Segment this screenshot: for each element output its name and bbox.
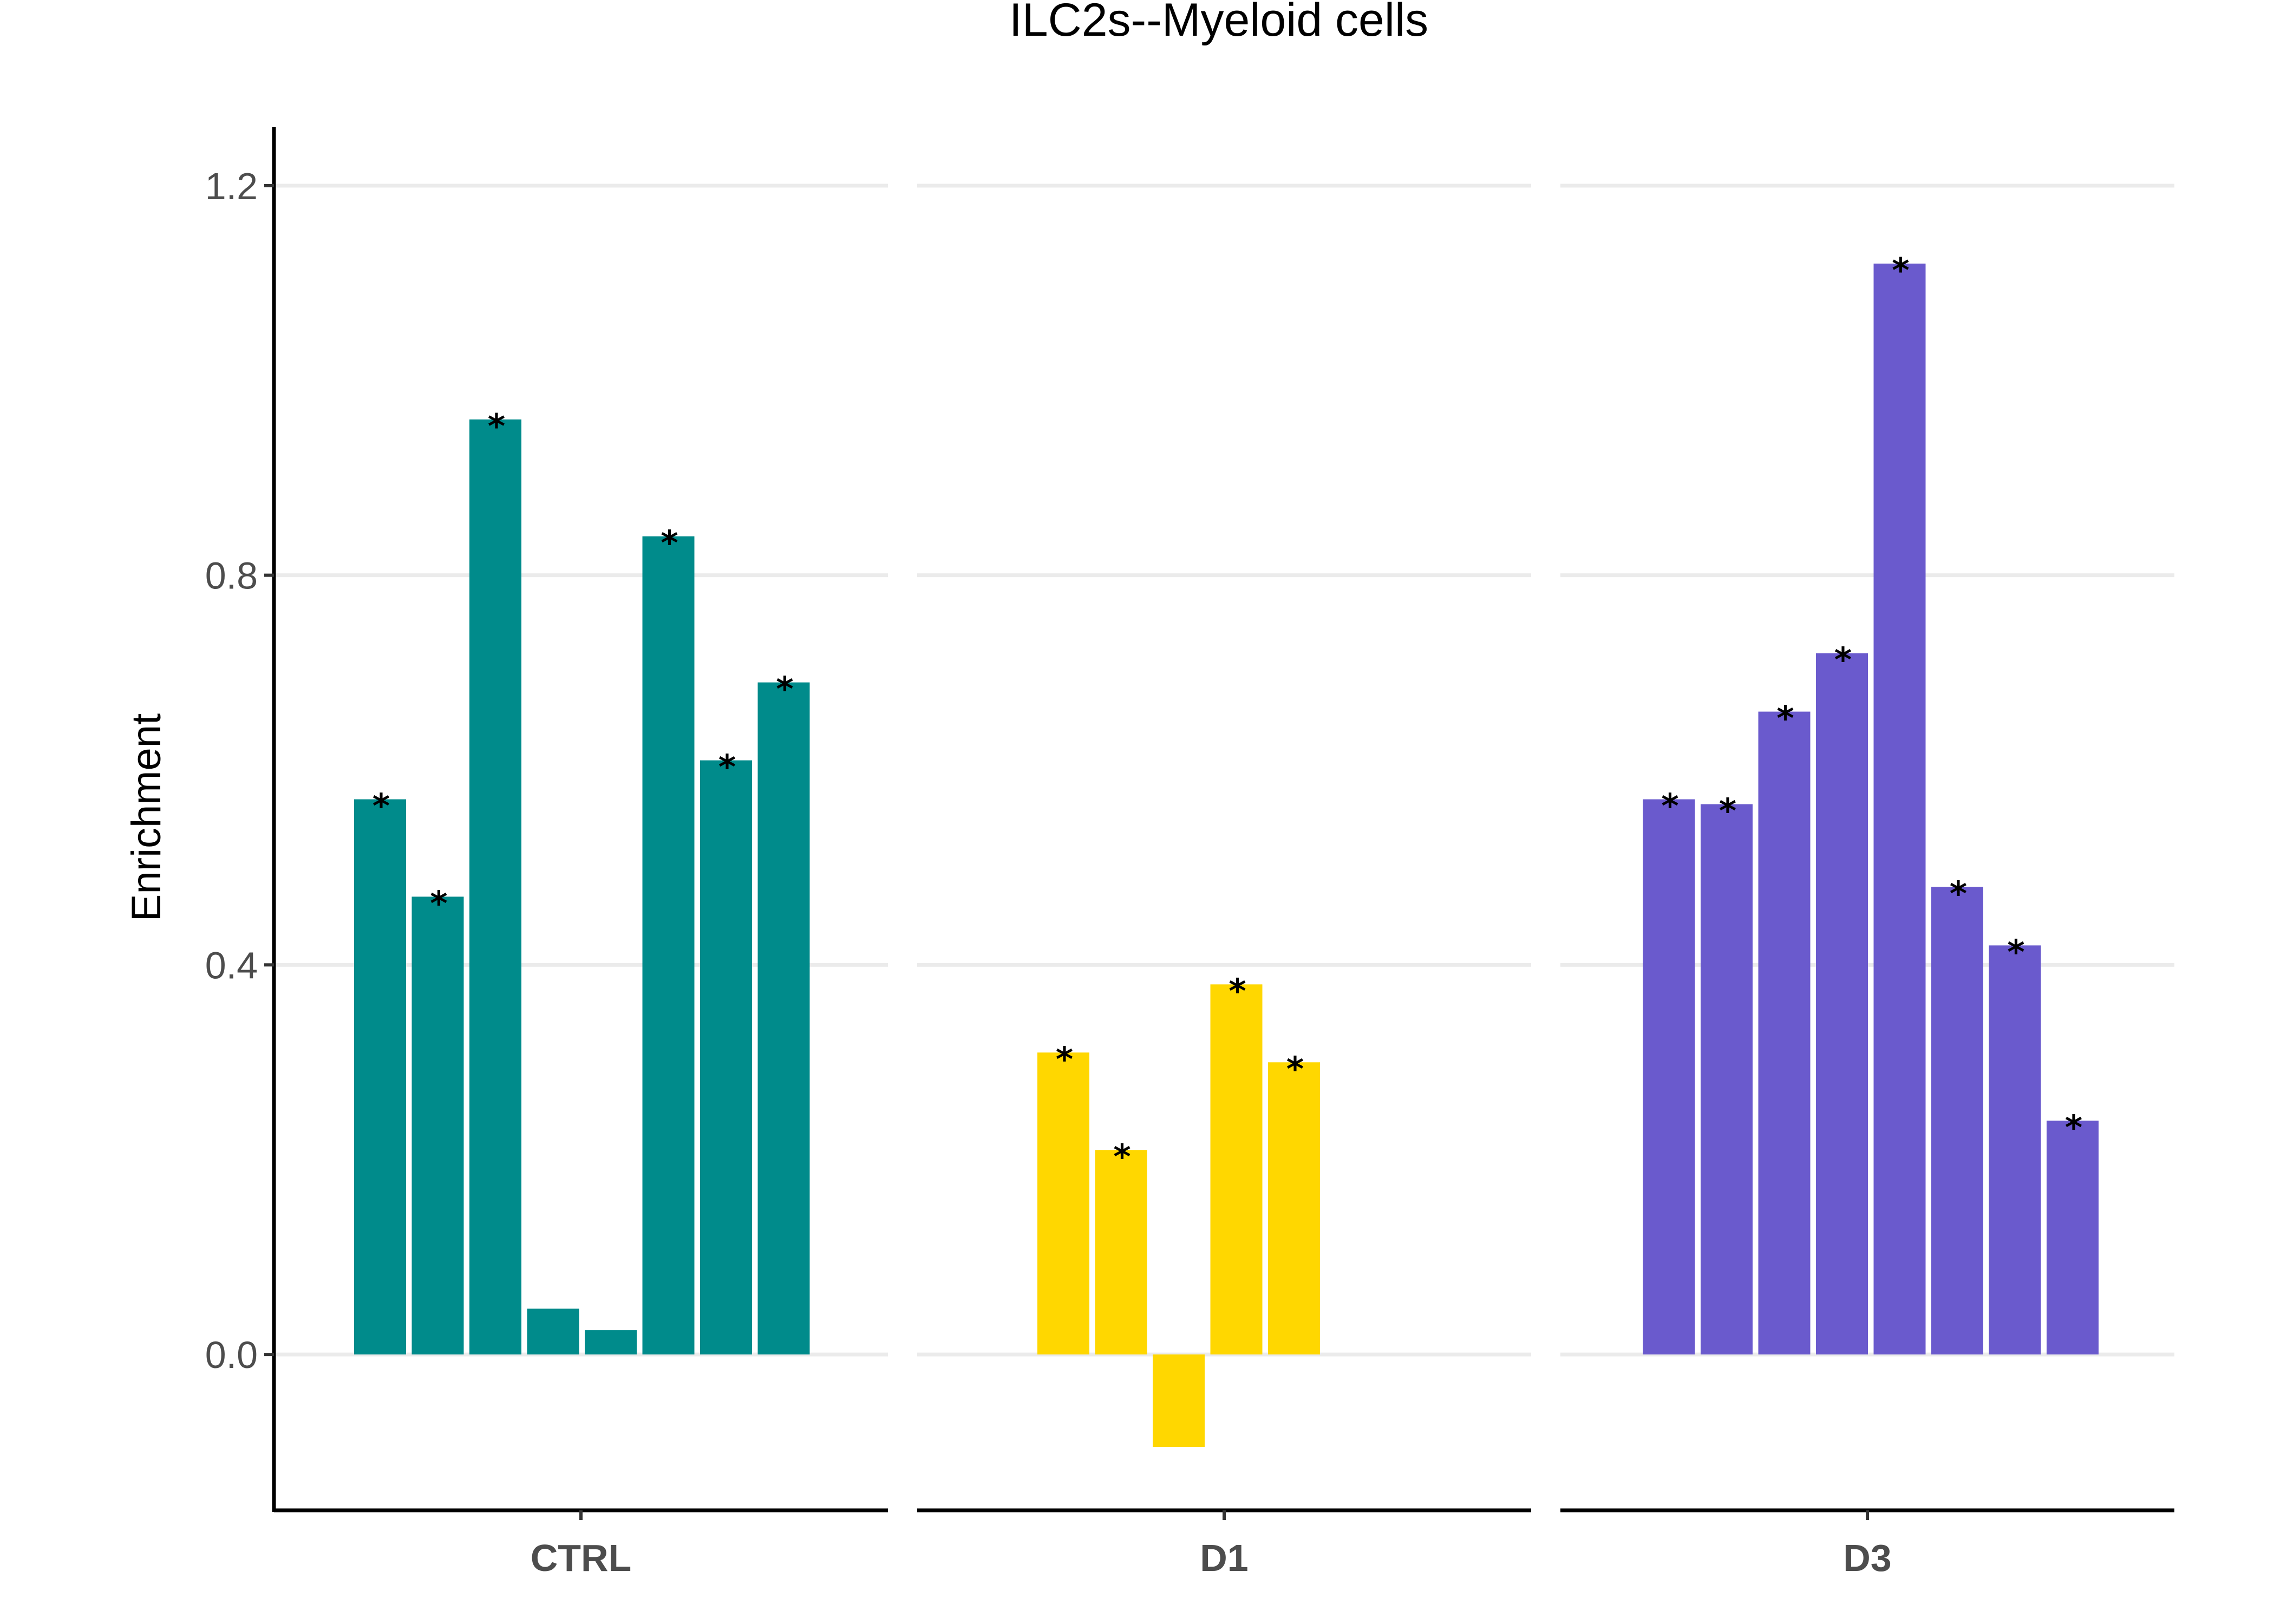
y-tick-label: 0.8: [205, 555, 258, 597]
significance-marker: *: [718, 748, 736, 787]
significance-marker: *: [1892, 251, 1909, 290]
significance-marker: *: [1719, 791, 1736, 831]
significance-marker: *: [1113, 1137, 1131, 1176]
y-tick-label: 1.2: [205, 165, 258, 207]
bar: [411, 896, 464, 1355]
facet-panel-d3: * * * * * * * * D3: [1560, 184, 2174, 1579]
bar: [354, 799, 406, 1355]
y-tick-label: 0.0: [205, 1334, 258, 1376]
significance-marker: *: [373, 787, 390, 826]
bar: [1758, 711, 1811, 1355]
significance-marker: *: [1950, 874, 1967, 913]
bar: [1701, 804, 1753, 1355]
significance-marker: *: [661, 523, 678, 563]
plot-area: * * * * * * CTRL * * * * D1 * * * * * * * * D3 0.0 0.4 0.8 1.2: [205, 127, 2174, 1579]
significance-marker: *: [488, 407, 505, 446]
bar: [585, 1330, 637, 1355]
significance-marker: *: [1056, 1039, 1073, 1079]
significance-marker: *: [1834, 640, 1852, 680]
bar: [1153, 1354, 1205, 1448]
y-tick-label: 0.4: [205, 944, 258, 986]
significance-marker: *: [1661, 787, 1678, 826]
bar: [700, 760, 752, 1355]
facet-panel-ctrl: * * * * * * CTRL: [274, 184, 888, 1579]
bar: [642, 536, 695, 1355]
bar: [1931, 887, 1983, 1355]
significance-marker: *: [2007, 932, 2024, 972]
significance-marker: *: [2065, 1108, 2082, 1147]
facet-label-ctrl: CTRL: [531, 1537, 632, 1579]
significance-marker: *: [776, 670, 793, 709]
bar: [469, 419, 521, 1355]
bar: [1095, 1150, 1147, 1355]
facet-label-d1: D1: [1200, 1537, 1248, 1579]
bar: [1210, 984, 1263, 1355]
significance-marker: *: [1286, 1049, 1304, 1089]
bar: [1816, 653, 1868, 1355]
bar: [2047, 1121, 2099, 1355]
bar: [1873, 263, 1926, 1355]
bar: [527, 1308, 579, 1355]
bar: [1037, 1052, 1089, 1355]
bar: [1989, 945, 2041, 1355]
facet-label-d3: D3: [1843, 1537, 1891, 1579]
significance-marker: *: [430, 883, 447, 923]
significance-marker: *: [1776, 699, 1794, 738]
bar: [757, 682, 810, 1355]
significance-marker: *: [1229, 971, 1246, 1011]
bar: [1268, 1062, 1320, 1355]
bar: [1643, 799, 1695, 1355]
chart-title: ILC2s--Myeloid cells: [1009, 0, 1428, 46]
facet-panel-d1: * * * * D1: [917, 184, 1531, 1579]
y-axis-label: Enrichment: [123, 713, 169, 921]
